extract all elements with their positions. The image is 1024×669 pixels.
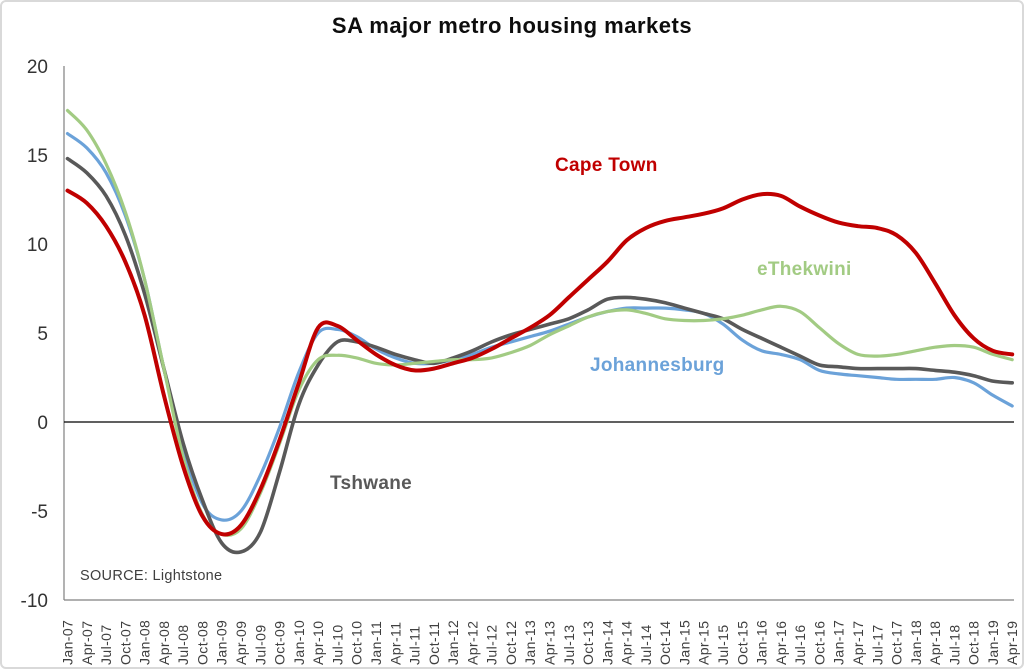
x-tick-label: Apr-16 bbox=[773, 621, 789, 665]
x-tick-label: Jan-14 bbox=[599, 620, 615, 665]
x-tick-label: Oct-17 bbox=[889, 621, 905, 665]
x-tick-label: Apr-13 bbox=[542, 621, 558, 665]
y-tick-label: -5 bbox=[31, 502, 48, 523]
x-tick-label: Jan-13 bbox=[522, 620, 538, 665]
x-tick-label: Apr-08 bbox=[156, 621, 172, 665]
x-tick-label: Apr-12 bbox=[464, 621, 480, 665]
series-label-tshwane: Tshwane bbox=[330, 473, 412, 494]
x-tick-label: Oct-14 bbox=[657, 621, 673, 665]
series-label-cape-town: Cape Town bbox=[555, 155, 658, 176]
x-tick-label: Jan-17 bbox=[831, 620, 847, 665]
x-tick-label: Oct-15 bbox=[734, 621, 750, 665]
y-tick-label: 0 bbox=[37, 413, 48, 434]
x-tick-label: Jul-08 bbox=[175, 624, 191, 665]
x-tick-label: Apr-15 bbox=[696, 621, 712, 665]
x-tick-label: Jul-12 bbox=[484, 624, 500, 665]
y-tick-label: -10 bbox=[21, 591, 48, 612]
x-tick-label: Jan-16 bbox=[754, 620, 770, 665]
x-tick-label: Oct-11 bbox=[426, 622, 442, 665]
x-tick-label: Apr-09 bbox=[233, 621, 249, 665]
x-tick-label: Apr-18 bbox=[927, 621, 943, 665]
x-tick-label: Jan-19 bbox=[985, 620, 1001, 665]
x-tick-label: Jul-11 bbox=[407, 626, 423, 666]
x-tick-label: Jul-16 bbox=[792, 624, 808, 665]
x-tick-label: Jan-10 bbox=[291, 620, 307, 665]
x-tick-label: Jul-13 bbox=[561, 624, 577, 665]
x-tick-label: Oct-10 bbox=[349, 621, 365, 665]
x-tick-label: Apr-14 bbox=[619, 621, 635, 665]
x-tick-label: Jul-14 bbox=[638, 624, 654, 665]
x-tick-label: Apr-07 bbox=[79, 621, 95, 665]
x-tick-label: Oct-16 bbox=[811, 621, 827, 665]
series-label-johannesburg: Johannesburg bbox=[590, 355, 725, 376]
x-tick-label: Oct-08 bbox=[194, 621, 210, 665]
x-tick-label: Jan-12 bbox=[445, 620, 461, 665]
x-tick-label: Jan-08 bbox=[137, 620, 153, 665]
series-line-cape-town bbox=[65, 188, 1015, 537]
x-tick-label: Jan-11 bbox=[368, 621, 384, 665]
x-tick-label: Jan-07 bbox=[60, 620, 76, 665]
source-note: SOURCE: Lightstone bbox=[80, 568, 223, 584]
x-tick-label: Oct-18 bbox=[966, 621, 982, 665]
x-tick-label: Jul-10 bbox=[329, 624, 345, 665]
x-tick-label: Apr-17 bbox=[850, 621, 866, 665]
x-tick-label: Apr-11 bbox=[387, 622, 403, 665]
y-tick-label: 5 bbox=[37, 324, 48, 345]
x-tick-label: Oct-13 bbox=[580, 621, 596, 665]
x-tick-label: Oct-12 bbox=[503, 621, 519, 665]
x-tick-label: Jul-15 bbox=[715, 624, 731, 665]
x-tick-label: Oct-07 bbox=[117, 621, 133, 665]
x-tick-label: Jan-15 bbox=[676, 620, 692, 665]
x-tick-label: Jul-17 bbox=[869, 624, 885, 665]
y-tick-label: 20 bbox=[27, 57, 48, 78]
x-tick-label: Jul-07 bbox=[98, 624, 114, 665]
series-label-ethekwini: eThekwini bbox=[757, 259, 852, 280]
series-line-johannesburg bbox=[65, 132, 1014, 522]
x-tick-label: Jan-09 bbox=[214, 620, 230, 665]
x-tick-label: Jul-09 bbox=[252, 624, 268, 665]
x-tick-label: Apr-10 bbox=[310, 621, 326, 665]
y-tick-label: 10 bbox=[27, 235, 48, 256]
x-tick-label: Jul-18 bbox=[946, 624, 962, 665]
x-tick-label: Jan-18 bbox=[908, 620, 924, 665]
x-tick-label: Apr-19 bbox=[1004, 621, 1020, 665]
series-line-tshwane bbox=[65, 156, 1014, 555]
y-tick-label: 15 bbox=[27, 146, 48, 167]
chart-title: SA major metro housing markets bbox=[331, 13, 693, 38]
x-tick-label: Oct-09 bbox=[272, 621, 288, 665]
